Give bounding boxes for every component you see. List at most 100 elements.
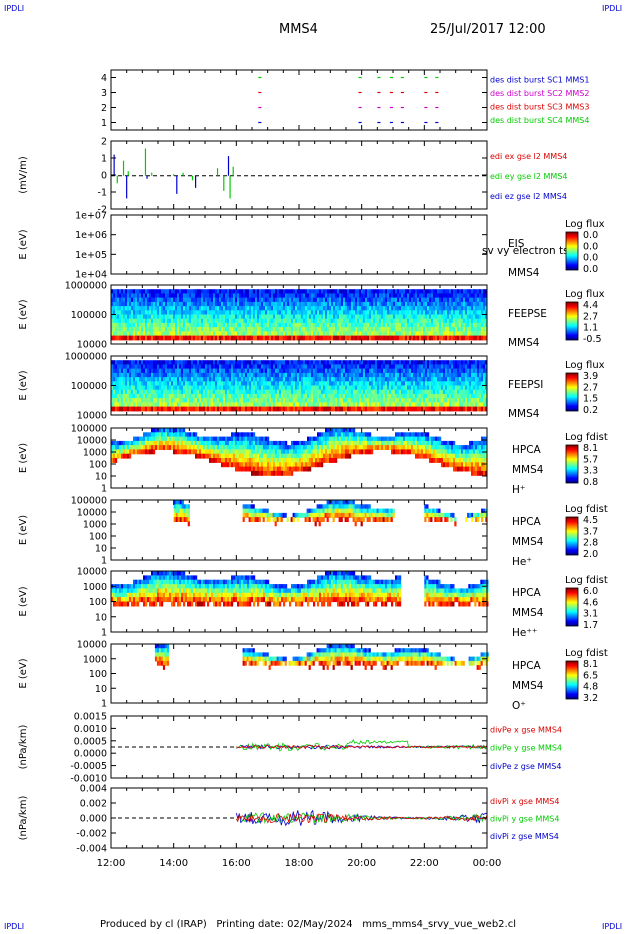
spectrogram-cell [277,364,280,370]
spectrogram-cell [313,381,316,387]
spectrogram-cell [219,368,222,374]
spectrogram-cell [197,389,200,395]
spectrogram-cell [259,360,262,365]
spectrogram-cell [269,289,272,294]
spectrogram-cell [259,314,262,320]
spectrogram-cell [357,331,360,337]
spectrogram-cell [375,289,378,294]
spectrogram-cell [187,310,190,316]
spectrogram-cell [427,335,430,341]
spectrogram-cell [165,297,168,303]
spectrogram-cell [413,289,416,294]
spectrogram-cell [373,389,376,395]
spectrogram-cell [363,322,366,328]
spectrogram-cell [263,389,266,395]
spectrogram-cell [225,393,228,399]
y-tick-label: -2 [98,205,107,216]
spectrogram-cell [417,314,420,320]
spectrogram-cell [373,364,376,370]
spectrogram-cell [205,335,208,341]
spectrogram-cell [139,360,142,365]
spectrogram-cell [211,327,214,332]
spectrogram-cell [419,381,422,387]
spectrogram-cell [405,385,408,391]
spectrogram-cell [427,398,430,403]
spectrogram-cell [161,389,164,395]
spectrogram-cell [397,377,400,382]
spectrogram-cell [479,368,482,374]
spectrogram-cell [315,385,318,391]
spectrogram-cell [181,406,184,412]
spectrogram-cell [231,327,234,332]
spectrogram-cell [315,331,318,337]
spectrogram-cell [187,364,190,370]
spectrogram-cell [357,372,360,378]
spectrogram-cell [437,289,440,294]
spectrogram-cell [379,402,382,408]
spectrogram-cell [209,310,212,316]
spectrogram-cell [447,306,450,311]
spectrogram-cell [293,372,296,378]
spectrogram-cell [301,393,304,399]
spectrogram-cell [135,314,138,320]
spectrogram-cell [285,327,288,332]
spectrogram-cell [473,389,476,395]
spectrogram-cell [315,297,318,303]
spectrogram-cell [189,402,192,408]
spectrogram-cell [239,327,242,332]
spectrogram-cell [299,335,302,341]
spectrogram-cell [445,335,448,341]
spectrogram-cell [241,385,244,391]
spectrogram-cell [199,368,202,374]
spectrogram-cell [459,385,462,391]
spectrogram-cell [331,335,334,341]
spectrogram-cell [367,327,370,332]
spectrogram-cell [351,398,354,403]
spectrogram-cell [405,360,408,365]
spectrogram-cell [423,381,426,387]
spectrogram-cell [463,318,466,324]
spectrogram-cell [277,301,280,307]
spectrogram-cell [161,406,164,412]
spectrogram-cell [349,398,352,403]
spectrogram-cell [173,289,176,294]
spectrogram-cell [181,327,184,332]
spectrogram-cell [285,398,288,403]
spectrogram-cell [221,289,224,294]
spectrogram-cell [185,297,188,303]
spectrogram-cell [147,331,150,337]
spectrogram-cell [361,293,364,299]
spectrogram-cell [169,289,172,294]
spectrogram-cell [165,335,168,341]
spectrogram-cell [373,368,376,374]
spectrogram-cell [335,389,338,395]
spectrogram-cell [285,322,288,328]
spectrogram-cell [253,372,256,378]
spectrogram-cell [135,445,138,450]
spectrogram-cell [249,310,252,316]
spectrogram-cell [321,301,324,307]
spectrogram-cell [413,301,416,307]
spectrogram-cell [399,306,402,311]
spectrogram-cell [295,289,298,294]
spectrogram-cell [145,377,148,382]
spectrogram-cell [457,372,460,378]
spectrogram-cell [287,393,290,399]
spectrogram-cell [279,314,282,320]
spectrogram-cell [177,297,180,303]
corner-label-tr: IPDLI [602,4,623,13]
spectrogram-cell [385,364,388,370]
spectrogram-cell [463,406,466,412]
spectrogram-cell [159,364,162,370]
spectrogram-cell [385,402,388,408]
spectrogram-cell [253,310,256,316]
spectrogram-cell [457,335,460,341]
spectrogram-cell [349,310,352,316]
spectrogram-cell [399,368,402,374]
spectrogram-cell [339,314,342,320]
spectrogram-cell [419,301,422,307]
colorbar-tick-label: 0.2 [583,405,598,416]
spectrogram-cell [207,297,210,303]
spectrogram-cell [351,327,354,332]
spectrogram-cell [161,393,164,399]
